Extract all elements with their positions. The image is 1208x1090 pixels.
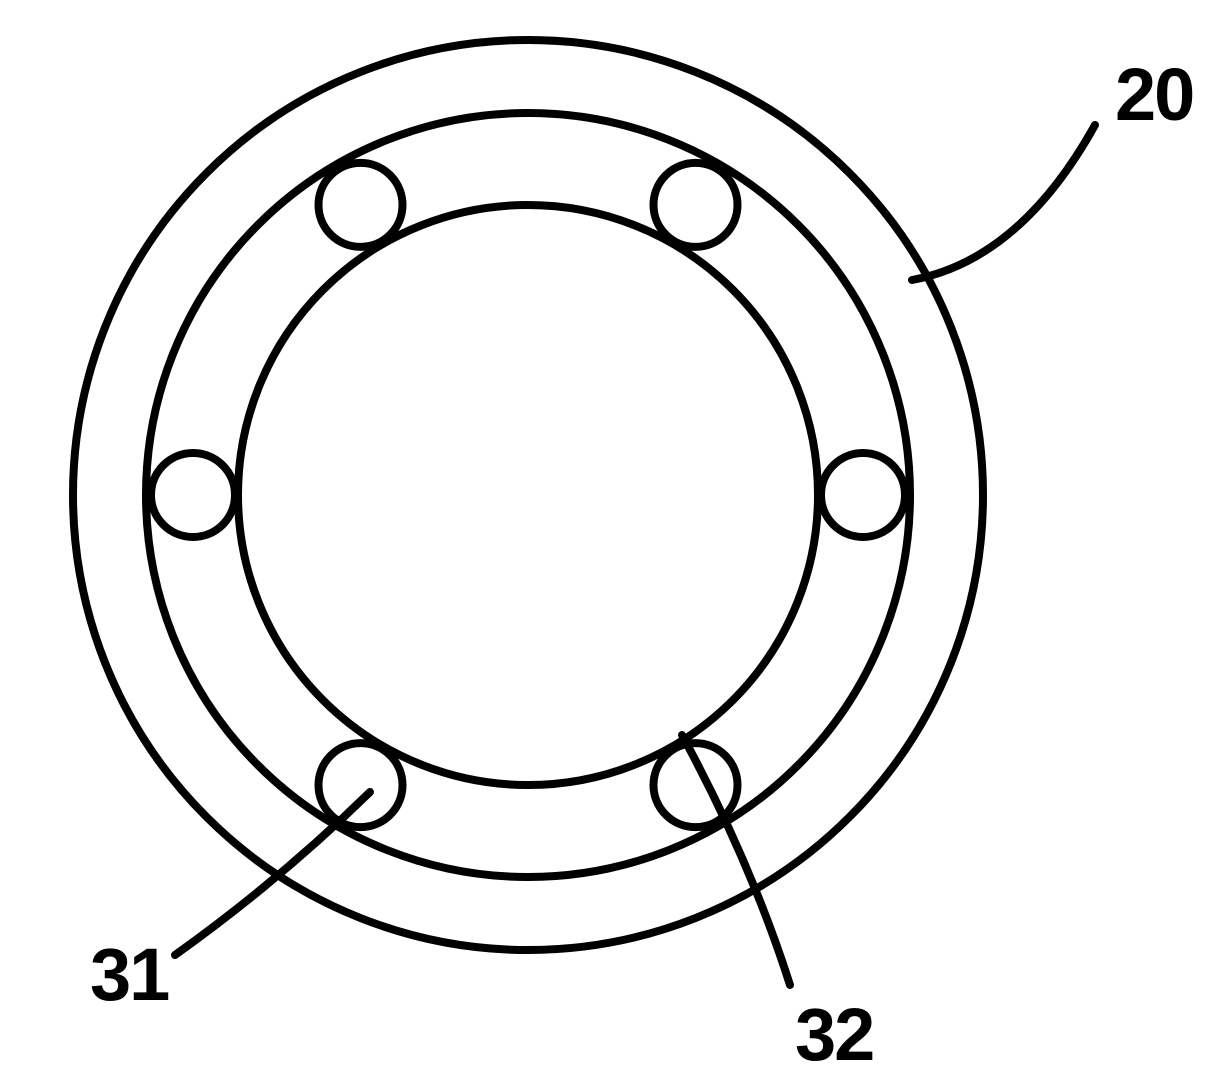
holes-group (151, 163, 905, 827)
label-hole: 31 (90, 933, 169, 1016)
bolt-hole (319, 743, 403, 827)
label-outer: 20 (1115, 53, 1193, 136)
outer-ring (73, 40, 983, 950)
inner-ring (238, 205, 818, 785)
bolt-hole (151, 453, 235, 537)
leader-outer (912, 125, 1095, 280)
bolt-hole (654, 163, 738, 247)
label-inner: 32 (795, 993, 873, 1076)
rings-group (73, 40, 983, 950)
bolt-hole (319, 163, 403, 247)
labels-group: 20 31 32 (90, 53, 1193, 1076)
middle-ring (146, 113, 910, 877)
bolt-hole (821, 453, 905, 537)
leaders-group (175, 125, 1095, 985)
